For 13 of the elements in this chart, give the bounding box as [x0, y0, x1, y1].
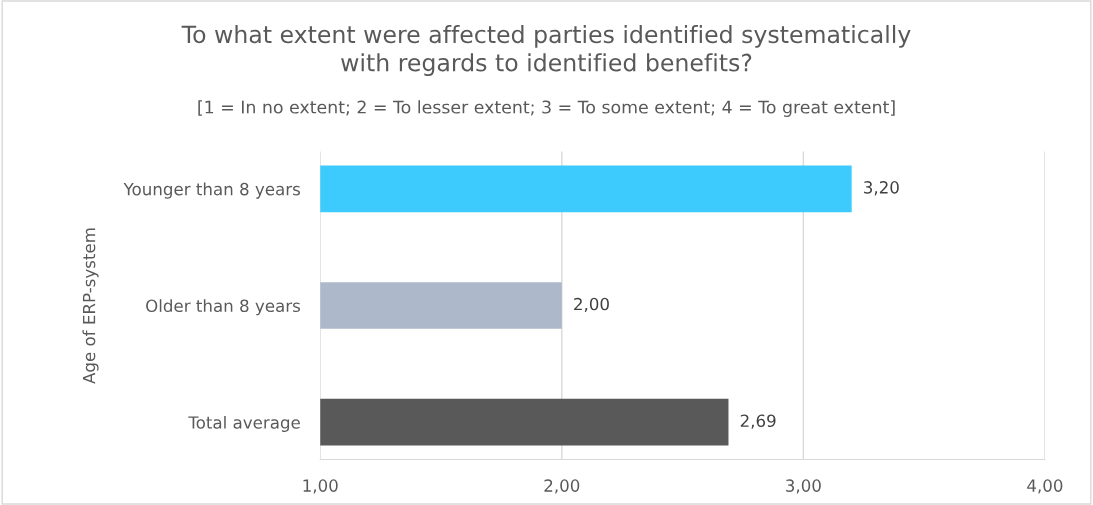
- y-axis-title: Age of ERP-system: [82, 228, 99, 384]
- chart-title: To what extent were affected parties identified systematically with regards to identified benefits?: [181, 24, 911, 77]
- x-tick-label: 4,00: [1027, 479, 1063, 494]
- x-tick-label: 3,00: [786, 479, 821, 494]
- x-tick-label: 1,00: [303, 479, 338, 494]
- y-tick-label: Total average: [188, 415, 300, 433]
- data-label: 2,69: [740, 414, 776, 429]
- chart-subtitle: [1 = In no extent; 2 = To lesser extent; 3 = To some extent; 4 = To great extent]: [198, 100, 895, 117]
- data-label: 3,20: [864, 181, 899, 196]
- y-tick-label: Younger than 8 years: [123, 182, 300, 199]
- data-label: 2,00: [574, 297, 609, 313]
- y-tick-label: Older than 8 years: [146, 299, 300, 316]
- x-tick-label: 2,00: [544, 479, 580, 494]
